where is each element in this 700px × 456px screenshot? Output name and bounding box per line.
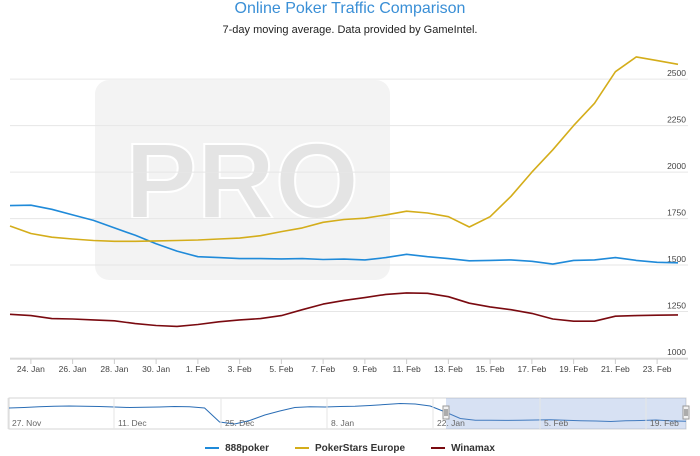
- x-tick-label-28-jan: 28. Jan: [100, 364, 128, 374]
- navigator-label-25-dec: 25. Dec: [225, 418, 255, 428]
- legend-label-pokerstars-europe: PokerStars Europe: [315, 442, 406, 454]
- legend: 888poker PokerStars Europe Winamax: [0, 441, 700, 455]
- watermark-text: PRO: [125, 120, 359, 241]
- navigator-handle-left[interactable]: [442, 405, 450, 420]
- x-tick-label-3-feb: 3. Feb: [228, 364, 252, 374]
- navigator-handle-right[interactable]: [682, 405, 690, 420]
- x-tick-label-23-feb: 23. Feb: [643, 364, 672, 374]
- x-tick-label-11-feb: 11. Feb: [393, 364, 421, 374]
- grid-lines: [10, 78, 688, 359]
- series-line-pokerstars-europe: [9, 56, 679, 243]
- x-tick-label-1-feb: 1. Feb: [186, 364, 210, 374]
- series-lines: [9, 56, 679, 328]
- y-tick-label-1250: 1250: [667, 301, 686, 311]
- x-tick-label-17-feb: 17. Feb: [517, 364, 546, 374]
- navigator-label-11-dec: 11. Dec: [118, 418, 147, 428]
- navigator-label-5-feb: 5. Feb: [544, 418, 568, 428]
- navigator[interactable]: 27. Nov 11. Dec 25. Dec 8. Jan 22. Jan 5. Feb…: [7, 397, 690, 430]
- x-tick-label-13-feb: 13. Feb: [434, 364, 463, 374]
- navigator-label-22-jan: 22. Jan: [437, 418, 465, 428]
- x-tick-label-30-jan: 30. Jan: [142, 364, 170, 374]
- legend-swatch-winamax: [431, 447, 446, 449]
- legend-swatch-888poker: [205, 447, 220, 449]
- navigator-frame: [8, 397, 687, 430]
- x-tick-label-24-jan: 24. Jan: [17, 364, 45, 374]
- y-axis: 1000 1250 1500 1750 2000 2250 2500: [667, 68, 686, 357]
- x-tick-label-21-feb: 21. Feb: [601, 364, 630, 374]
- y-tick-label-2000: 2000: [667, 161, 686, 171]
- navigator-label-8-jan: 8. Jan: [331, 418, 354, 428]
- legend-label-winamax: Winamax: [451, 442, 495, 454]
- navigator-label-27-nov: 27. Nov: [12, 418, 42, 428]
- series-line-winamax: [9, 292, 679, 328]
- x-tick-label-19-feb: 19. Feb: [559, 364, 588, 374]
- y-tick-label-1750: 1750: [667, 208, 686, 218]
- series-line-888poker: [9, 204, 679, 265]
- x-tick-label-9-feb: 9. Feb: [353, 364, 377, 374]
- x-tick-label-26-jan: 26. Jan: [59, 364, 87, 374]
- chart-title: Online Poker Traffic Comparison: [234, 0, 466, 17]
- x-tick-label-7-feb: 7. Feb: [311, 364, 335, 374]
- y-tick-label-2250: 2250: [667, 115, 686, 125]
- x-axis: 24. Jan 26. Jan 28. Jan 30. Jan 1. Feb 3. Feb…: [10, 358, 688, 374]
- legend-label-888poker: 888poker: [225, 442, 270, 454]
- y-tick-label-2500: 2500: [667, 68, 686, 78]
- legend-item-888poker[interactable]: 888poker: [205, 441, 269, 455]
- x-tick-label-15-feb: 15. Feb: [476, 364, 505, 374]
- y-tick-label-1000: 1000: [667, 347, 686, 357]
- navigator-series-888poker: [8, 402, 687, 425]
- navigator-label-19-feb: 19. Feb: [650, 418, 679, 428]
- y-tick-label-1500: 1500: [667, 254, 686, 264]
- chart-svg: PRO 24. Jan 26. Jan 28. Jan 30. Jan 1. Feb 3.…: [7, 56, 690, 430]
- x-tick-label-5-feb: 5. Feb: [269, 364, 293, 374]
- chart-subtitle: 7-day moving average. Data provided by G…: [222, 24, 478, 36]
- legend-item-winamax[interactable]: Winamax: [431, 441, 495, 455]
- watermark-plate: [95, 80, 390, 280]
- legend-item-pokerstars-europe[interactable]: PokerStars Europe: [295, 441, 405, 455]
- watermark: PRO: [95, 80, 390, 280]
- legend-swatch-pokerstars-europe: [295, 447, 310, 449]
